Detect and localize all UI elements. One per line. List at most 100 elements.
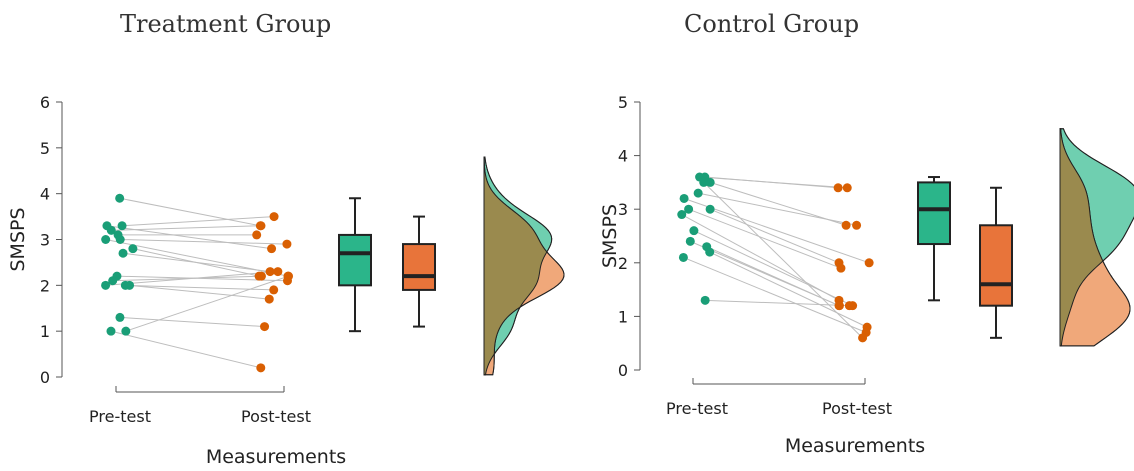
pre-test-point [106,326,116,336]
x-tick-label: Post-test [241,407,311,426]
pair-line [119,197,261,227]
pre-test-point [700,295,710,305]
density-overlap [484,157,547,375]
y-tick-label: 2 [40,276,50,295]
pre-test-point [679,193,689,203]
pre-test-point [115,235,125,244]
pre-test-point [678,252,688,262]
pair-line [683,198,870,264]
pair-line [709,208,840,264]
pre-boxplot-box [917,181,951,246]
pair-line [688,208,842,269]
pre-test-point [115,312,125,322]
post-test-point [264,294,274,304]
pre-test-point [705,177,715,187]
chart-title-control: Control Group [684,10,860,38]
pre-boxplot-box [338,233,372,287]
pair-line [111,225,262,231]
pair-line [122,216,275,227]
pre-test-point [121,326,131,336]
y-tick-label: 0 [40,368,50,387]
post-test-point [842,183,852,193]
post-test-point [269,212,279,222]
pair-line [120,239,287,245]
pre-test-point [693,188,703,198]
post-test-point [833,183,843,193]
y-tick-label: 1 [618,307,628,326]
pre-test-point [684,204,694,214]
post-boxplot-box [402,243,436,291]
post-test-point [836,263,846,273]
pre-test-point [705,204,715,214]
pre-test-point [685,236,695,246]
density-overlap [1060,128,1103,346]
pre-test-point [115,193,125,203]
y-tick-label: 0 [618,361,628,380]
post-test-point [260,322,270,332]
y-tick-label: 1 [40,322,50,341]
pre-test-density-outline [1059,128,1134,347]
pre-test-point [699,177,709,187]
pre-test-point [689,226,699,236]
pair-line [705,299,850,307]
pre-test-point [106,225,116,235]
pair-line [699,176,848,189]
post-test-point [273,267,283,277]
pre-test-point [705,247,715,257]
post-test-point [864,258,874,268]
y-tick-label: 6 [40,93,50,112]
pre-test-point [118,248,128,258]
post-test-point [256,363,266,373]
pair-line [698,192,857,226]
post-test-point [252,230,262,240]
y-tick-label: 5 [40,139,50,158]
pair-line [110,330,261,369]
post-test-point [841,220,851,230]
post-test-point [256,271,266,281]
pair-line [683,256,867,333]
y-tick-label: 4 [40,185,50,204]
pair-line [105,271,278,286]
post-boxplot-box [979,224,1013,307]
post-test-point [284,271,294,281]
pair-line [125,275,289,332]
y-axis-title: SMSPS [599,204,621,268]
pair-line [709,251,868,328]
pair-line [706,246,840,307]
pair-line [125,284,274,291]
post-test-point [269,285,279,295]
y-tick-label: 5 [618,93,628,112]
y-tick-label: 3 [618,200,628,219]
pre-test-point [101,280,111,290]
pre-test-point [128,244,138,254]
x-tick-label: Pre-test [666,399,728,418]
x-tick-label: Post-test [822,399,892,418]
post-test-point [844,301,854,311]
post-test-point [834,301,844,311]
y-axis-title: SMSPS [7,207,29,271]
chart-title-treatment: Treatment Group [120,10,332,38]
pre-test-point [108,276,118,286]
pair-line [119,316,265,328]
post-test-point [265,267,275,277]
pre-test-density-outline [483,156,553,376]
post-test-point [858,333,868,343]
pair-line [703,182,863,339]
pre-test-point [120,280,130,290]
y-tick-label: 3 [40,231,50,250]
pair-line [681,214,840,301]
post-test-point [267,244,277,254]
y-tick-label: 2 [618,254,628,273]
post-test-point [256,221,266,231]
post-test-density-outline [483,156,565,376]
pair-line [122,252,271,273]
pair-line [129,284,270,300]
pre-test-point [117,221,127,231]
x-axis-title: Measurements [785,435,925,457]
post-test-point [852,220,862,230]
y-tick-label: 4 [618,147,628,166]
pre-test-point [677,210,687,220]
x-tick-label: Pre-test [89,407,151,426]
post-test-density-outline [1059,128,1131,347]
